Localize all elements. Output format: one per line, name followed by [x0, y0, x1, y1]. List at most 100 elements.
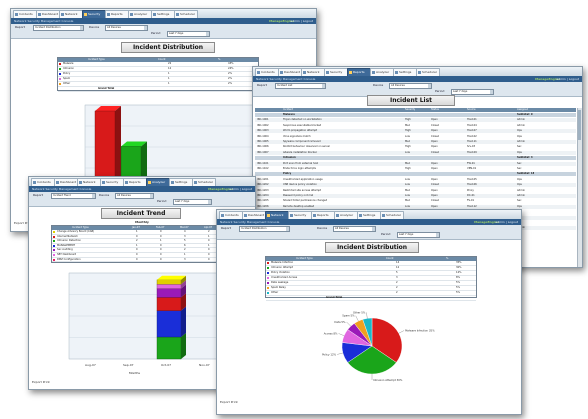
tab-scheduler[interactable]: Scheduler	[380, 211, 404, 219]
slice-leader-line	[346, 321, 351, 327]
list-item[interactable]: INC-1006 Rootkit behaviour observed on se…	[255, 145, 576, 149]
tab-reports[interactable]: Reports	[105, 10, 129, 18]
export-links[interactable]: Export Print	[14, 221, 32, 225]
col-header-percent: %	[218, 58, 221, 61]
tab-scheduler[interactable]: Scheduler	[416, 68, 440, 76]
tab-dashboard[interactable]: Dashboard	[242, 211, 266, 219]
table-row: Policy 1 2%	[58, 72, 258, 77]
filter-bar: Report Incident Distribution Device All …	[11, 24, 316, 39]
x-tick-label: Sep-07	[123, 363, 134, 367]
list-cell: Open	[431, 167, 438, 170]
tab-scheduler[interactable]: Scheduler	[174, 10, 198, 18]
list-item[interactable]: INC-1202 USB device policy violation Low Cl…	[255, 183, 576, 188]
list-item[interactable]: INC-1002 Suspicious executable blocked Med…	[255, 124, 576, 128]
user-menu[interactable]: admin | Logout	[495, 220, 518, 224]
tab-label: Security	[88, 12, 101, 16]
tab-label: Network	[65, 12, 78, 16]
user-menu[interactable]: admin | Logout	[290, 19, 313, 23]
tab-incidents[interactable]: Incidents	[13, 10, 37, 18]
tab-security[interactable]: Security	[100, 178, 124, 186]
tab-analyzer[interactable]: Analyzer	[146, 178, 170, 186]
tab-label: Incidents	[225, 213, 239, 217]
report-select[interactable]: Incident Distribution	[33, 25, 84, 31]
row-percent: 5%	[456, 286, 460, 289]
legend-swatch	[59, 68, 61, 70]
list-item[interactable]: INC-1001 Trojan detected on workstation Hi…	[255, 118, 576, 123]
list-item[interactable]: INC-1101 Port scan from external host Med O…	[255, 161, 576, 166]
report-select[interactable]: Incident Trend	[51, 193, 96, 199]
table-row: Intrusion Attempt 12 30%	[266, 266, 476, 271]
list-item[interactable]: INC-1201 Unauthorized application usage Lo…	[255, 178, 576, 182]
list-cell: Open	[431, 161, 438, 165]
tab-icon	[125, 181, 128, 184]
scrollbar-thumb[interactable]	[578, 110, 581, 140]
group-header-row[interactable]: Intrusion Subtotal: 4	[255, 156, 576, 161]
slice-label: Spam 5%	[342, 314, 355, 318]
period-select[interactable]: Last 7 days	[167, 31, 210, 37]
tab-security[interactable]: Security	[288, 211, 312, 219]
list-item[interactable]: INC-1204 Password policy not met Low Open DC…	[255, 194, 576, 198]
tab-network[interactable]: Network	[265, 211, 289, 219]
list-item[interactable]: INC-1003 Worm propagation attempt High Open…	[255, 129, 576, 134]
list-cell: Subtotal: 9	[517, 113, 533, 116]
device-select[interactable]: All Devices	[105, 25, 148, 31]
stacked-bar-chart: Aug-07 Sep-07 Oct-07 Nov-07	[68, 272, 230, 367]
tab-label: Scheduler	[198, 180, 214, 184]
legend-swatch	[59, 73, 61, 75]
report-select[interactable]: Incident List	[275, 83, 326, 89]
list-col-header: Status	[431, 108, 439, 111]
tab-analyzer[interactable]: Analyzer	[370, 68, 394, 76]
tab-security[interactable]: Security	[82, 10, 106, 18]
export-links[interactable]: Export Print	[32, 380, 50, 384]
tab-settings[interactable]: Settings	[151, 10, 175, 18]
user-menu[interactable]: admin | Logout	[229, 187, 252, 191]
tab-analyzer[interactable]: Analyzer	[334, 211, 358, 219]
tab-network[interactable]: Network	[59, 10, 83, 18]
group-header-row[interactable]: Malware Subtotal: 9	[255, 113, 576, 117]
tab-scheduler[interactable]: Scheduler	[192, 178, 216, 186]
tab-network[interactable]: Network	[77, 178, 101, 186]
tab-reports[interactable]: Reports	[347, 68, 371, 76]
row-percent: 8%	[456, 276, 460, 279]
row-percent: 12%	[456, 271, 462, 274]
tab-incidents[interactable]: Incidents	[255, 68, 279, 76]
period-select[interactable]: Last 7 days	[397, 232, 440, 238]
list-item[interactable]: INC-1004 Virus signature match Low Closed Ho…	[255, 135, 576, 139]
device-select[interactable]: All Devices	[115, 193, 154, 199]
tab-security[interactable]: Security	[324, 68, 348, 76]
report-select[interactable]: Incident Distribution	[239, 226, 290, 232]
group-header-row[interactable]: Policy Subtotal: 18	[255, 172, 576, 177]
list-cell: Host-11	[467, 140, 477, 143]
export-links[interactable]: Export Print	[220, 400, 238, 404]
user-menu[interactable]: admin | Logout	[556, 77, 579, 81]
tab-dashboard[interactable]: Dashboard	[54, 178, 78, 186]
tab-dashboard[interactable]: Dashboard	[36, 10, 60, 18]
list-item[interactable]: INC-1205 Shared folder permissions change…	[255, 199, 576, 203]
device-select[interactable]: All Devices	[389, 83, 432, 89]
list-item[interactable]: INC-1102 Brute force login attempts High Op…	[255, 167, 576, 171]
list-item[interactable]: INC-1007 Adware installation blocked Low Cl…	[255, 150, 576, 155]
list-item[interactable]: INC-1206 Remote desktop enabled Low Open Hos…	[255, 204, 576, 209]
scrollbar[interactable]	[577, 108, 582, 267]
tab-reports[interactable]: Reports	[123, 178, 147, 186]
tab-settings[interactable]: Settings	[169, 178, 193, 186]
tab-analyzer[interactable]: Analyzer	[128, 10, 152, 18]
list-cell: Sec	[517, 161, 522, 165]
tab-dashboard[interactable]: Dashboard	[278, 68, 302, 76]
tab-icon	[326, 71, 329, 74]
pie-slice	[362, 317, 373, 347]
list-item[interactable]: INC-1203 Restricted site access attempt Me…	[255, 189, 576, 193]
tab-settings[interactable]: Settings	[393, 68, 417, 76]
table-row: Intrusion 12 24%	[58, 67, 258, 72]
period-select[interactable]: Last 7 days	[451, 89, 494, 95]
tab-settings[interactable]: Settings	[357, 211, 381, 219]
tab-network[interactable]: Network	[301, 68, 325, 76]
list-item[interactable]: INC-1005 Spyware component removed Med Open…	[255, 140, 576, 144]
tab-incidents[interactable]: Incidents	[31, 178, 55, 186]
tab-incidents[interactable]: Incidents	[219, 211, 243, 219]
tab-reports[interactable]: Reports	[311, 211, 335, 219]
tab-label: Dashboard	[284, 70, 301, 74]
period-select[interactable]: Last 7 days	[173, 199, 212, 205]
device-select[interactable]: All Devices	[333, 226, 376, 232]
row-value: 0	[160, 248, 162, 252]
